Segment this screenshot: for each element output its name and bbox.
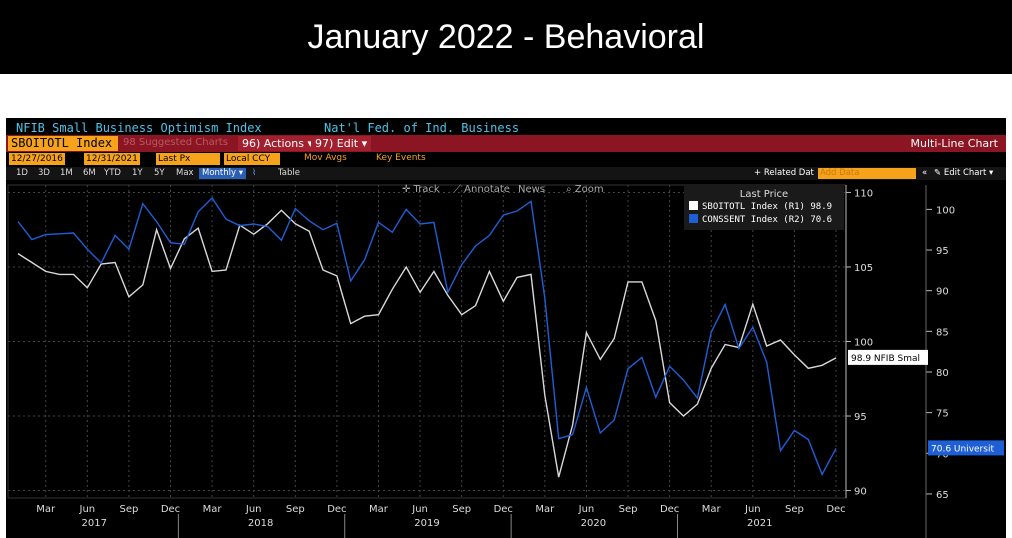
x-tick-label: Mar [535, 504, 555, 515]
range-toolbar: 1D 3D 1M 6M YTD 1Y 5Y Max Monthly ▾ ⌇ Ta… [6, 167, 1006, 180]
end-date-field[interactable]: 12/31/2021 [84, 153, 140, 165]
x-tick-label: Sep [785, 504, 804, 515]
year-label: 2020 [581, 518, 606, 529]
series-line-1 [17, 209, 837, 478]
mov-avgs-toggle[interactable]: Mov Avgs [304, 153, 347, 163]
slide-title: January 2022 - Behavioral [0, 0, 1012, 74]
range-1d[interactable]: 1D [16, 168, 28, 178]
x-tick-label: Dec [660, 504, 679, 515]
last-tag-2-bg [928, 440, 1004, 456]
range-1y[interactable]: 1Y [132, 168, 143, 178]
r1-tick-label: 110 [854, 188, 873, 199]
last-tag-1: 98.9 NFIB Smal [851, 354, 920, 364]
chart-tool-3[interactable]: ⌕ Zoom [566, 184, 604, 195]
year-label: 2021 [747, 518, 772, 529]
legend-title: Last Price [740, 189, 788, 200]
x-tick-label: Mar [203, 504, 223, 515]
x-tick-label: Sep [619, 504, 638, 515]
chart-type-label: Multi-Line Chart [910, 137, 998, 150]
r2-tick-label: 90 [936, 287, 949, 298]
key-events-toggle[interactable]: Key Events [376, 153, 426, 163]
x-tick-label: Jun [411, 504, 428, 515]
chart-tool-0[interactable]: ✛ Track [402, 184, 440, 195]
ticker-field[interactable]: SBOITOTL Index [8, 136, 118, 151]
legend-entry-2: CONSSENT Index (R2) 70.6 [702, 215, 832, 225]
range-1m[interactable]: 1M [60, 168, 73, 178]
index-source: Nat'l Fed. of Ind. Business [324, 121, 520, 135]
chart-tool-2[interactable]: News [518, 184, 545, 195]
range-ytd[interactable]: YTD [104, 168, 121, 178]
range-3d[interactable]: 3D [38, 168, 50, 178]
x-tick-label: Dec [327, 504, 346, 515]
x-tick-label: Sep [286, 504, 305, 515]
range-5y[interactable]: 5Y [154, 168, 165, 178]
r2-tick-label: 95 [936, 246, 949, 257]
table-button[interactable]: Table [278, 168, 300, 178]
year-label: 2017 [82, 518, 107, 529]
r2-tick-label: 75 [936, 409, 949, 420]
range-6m[interactable]: 6M [83, 168, 96, 178]
r2-tick-label: 100 [936, 205, 955, 216]
suggested-charts-button[interactable]: 98 Suggested Charts [123, 137, 228, 148]
collapse-icon[interactable]: « [922, 168, 928, 178]
legend-swatch-1 [689, 201, 698, 210]
legend-box [684, 185, 844, 230]
r2-tick-label: 80 [936, 368, 949, 379]
edit-chart-button[interactable]: ✎ Edit Chart ▾ [934, 168, 994, 178]
x-tick-label: Dec [161, 504, 180, 515]
x-tick-label: Dec [494, 504, 513, 515]
series-line-2 [17, 196, 837, 477]
chart-tool-1[interactable]: ⟋ Annotate [454, 184, 510, 195]
x-tick-label: Mar [36, 504, 56, 515]
add-data-input[interactable]: Add Data [818, 168, 916, 179]
x-tick-label: Mar [702, 504, 722, 515]
r2-tick-label: 85 [936, 327, 949, 338]
x-tick-label: Jun [744, 504, 761, 515]
x-tick-label: Jun [79, 504, 96, 515]
command-bar: SBOITOTL Index 98 Suggested Charts 96) A… [6, 135, 1006, 152]
last-tag-2: 70.6 Universit [931, 444, 994, 454]
year-label: 2019 [414, 518, 439, 529]
last-tag-1-bg [848, 349, 928, 365]
bloomberg-chart-panel: NFIB Small Business Optimism Index Nat'l… [6, 118, 1006, 538]
edit-menu[interactable]: 97) Edit ▾ [311, 136, 372, 151]
actions-menu[interactable]: 96) Actions ▾ [238, 136, 317, 151]
legend-swatch-2 [689, 214, 698, 223]
x-tick-label: Jun [578, 504, 595, 515]
related-data-button[interactable]: + Related Dat [754, 168, 814, 178]
r1-tick-label: 105 [854, 263, 873, 274]
r1-tick-label: 90 [854, 487, 867, 498]
x-tick-label: Sep [119, 504, 138, 515]
x-tick-label: Jun [245, 504, 262, 515]
start-date-field[interactable]: 12/27/2016 [9, 153, 65, 165]
year-label: 2018 [248, 518, 273, 529]
line-chart[interactable]: ✛ Track ⟋ Annotate News ⌕ Zoom 90 95 100 105 11… [6, 180, 1006, 538]
chart-style-icon[interactable]: ⌇ [252, 168, 257, 178]
r1-tick-label: 95 [854, 412, 867, 423]
x-tick-label: Dec [826, 504, 845, 515]
price-field-select[interactable]: Last Px [156, 153, 220, 165]
frequency-select[interactable]: Monthly ▾ [199, 168, 247, 179]
date-range-row: 12/27/2016 12/31/2021 Last Px Local CCY … [6, 153, 1006, 166]
r2-tick-label: 65 [936, 490, 949, 501]
currency-select[interactable]: Local CCY [224, 153, 280, 165]
r1-tick-label: 100 [854, 338, 873, 349]
legend-entry-1: SBOITOTL Index (R1) 98.9 [702, 202, 832, 212]
range-max[interactable]: Max [176, 168, 194, 178]
x-tick-label: Sep [452, 504, 471, 515]
index-name: NFIB Small Business Optimism Index [16, 121, 262, 135]
x-tick-label: Mar [369, 504, 389, 515]
